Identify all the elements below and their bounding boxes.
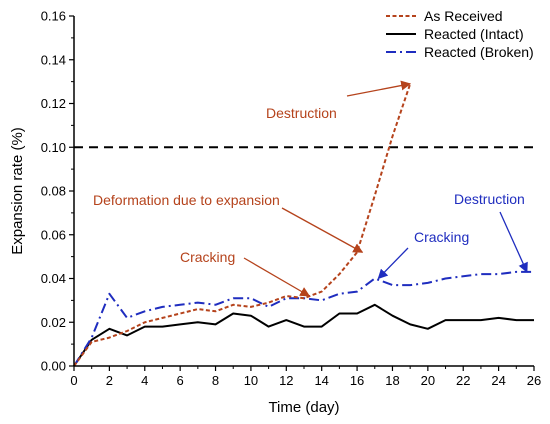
x-tick-label: 2 xyxy=(106,373,113,388)
series-line-reacted-broken xyxy=(73,270,534,367)
x-tick-label: 8 xyxy=(212,373,219,388)
plot-area xyxy=(73,83,534,367)
x-tick-label: 22 xyxy=(456,373,470,388)
x-tick-label: 0 xyxy=(70,373,77,388)
annotation-arrow xyxy=(499,211,528,273)
y-tick-label: 0.08 xyxy=(41,184,66,199)
annotation-arrow xyxy=(377,247,409,280)
y-tick-label: 0.10 xyxy=(41,140,66,155)
annotation-label: Destruction xyxy=(266,105,337,121)
y-tick-label: 0.16 xyxy=(41,9,66,24)
annotation-arrow xyxy=(346,80,412,97)
x-tick-label: 26 xyxy=(527,373,541,388)
axes: 0 2 4 6 8 10 12 14 16 18 20 22 24 260.000.020.040.060… xyxy=(9,9,541,417)
x-tick-label: 10 xyxy=(244,373,258,388)
x-tick-label: 14 xyxy=(314,373,328,388)
y-tick-label: 0.04 xyxy=(41,271,66,286)
annotation-arrow xyxy=(243,257,311,297)
series-line-reacted-intact xyxy=(73,303,534,367)
x-tick-label: 16 xyxy=(350,373,364,388)
legend-label: Reacted (Broken) xyxy=(424,44,534,60)
series-line-as-received xyxy=(73,83,412,367)
annotation-label: Destruction xyxy=(454,191,525,207)
x-axis-title: Time (day) xyxy=(268,399,339,416)
y-tick-label: 0.14 xyxy=(41,52,66,67)
x-tick-label: 24 xyxy=(491,373,505,388)
x-tick-label: 4 xyxy=(141,373,148,388)
y-tick-label: 0.12 xyxy=(41,96,66,111)
y-tick-label: 0.06 xyxy=(41,227,66,242)
y-tick-label: 0.02 xyxy=(41,315,66,330)
annotation-arrow xyxy=(281,207,364,253)
y-tick-label: 0.00 xyxy=(41,359,66,374)
x-tick-label: 18 xyxy=(385,373,399,388)
annotation-label: Cracking xyxy=(414,229,469,245)
legend-label: Reacted (Intact) xyxy=(424,26,524,42)
annotations: Destruction Deformation due to expansion C… xyxy=(93,80,528,297)
annotation-label: Deformation due to expansion xyxy=(93,192,280,208)
annotation-label: Cracking xyxy=(180,249,235,265)
y-axis-title: Expansion rate (%) xyxy=(9,127,26,255)
x-tick-label: 12 xyxy=(279,373,293,388)
legend-label: As Received xyxy=(424,8,503,24)
x-tick-label: 20 xyxy=(421,373,435,388)
x-tick-label: 6 xyxy=(177,373,184,388)
legend: As Received Reacted (Intact) Reacted (Brok… xyxy=(386,8,534,60)
